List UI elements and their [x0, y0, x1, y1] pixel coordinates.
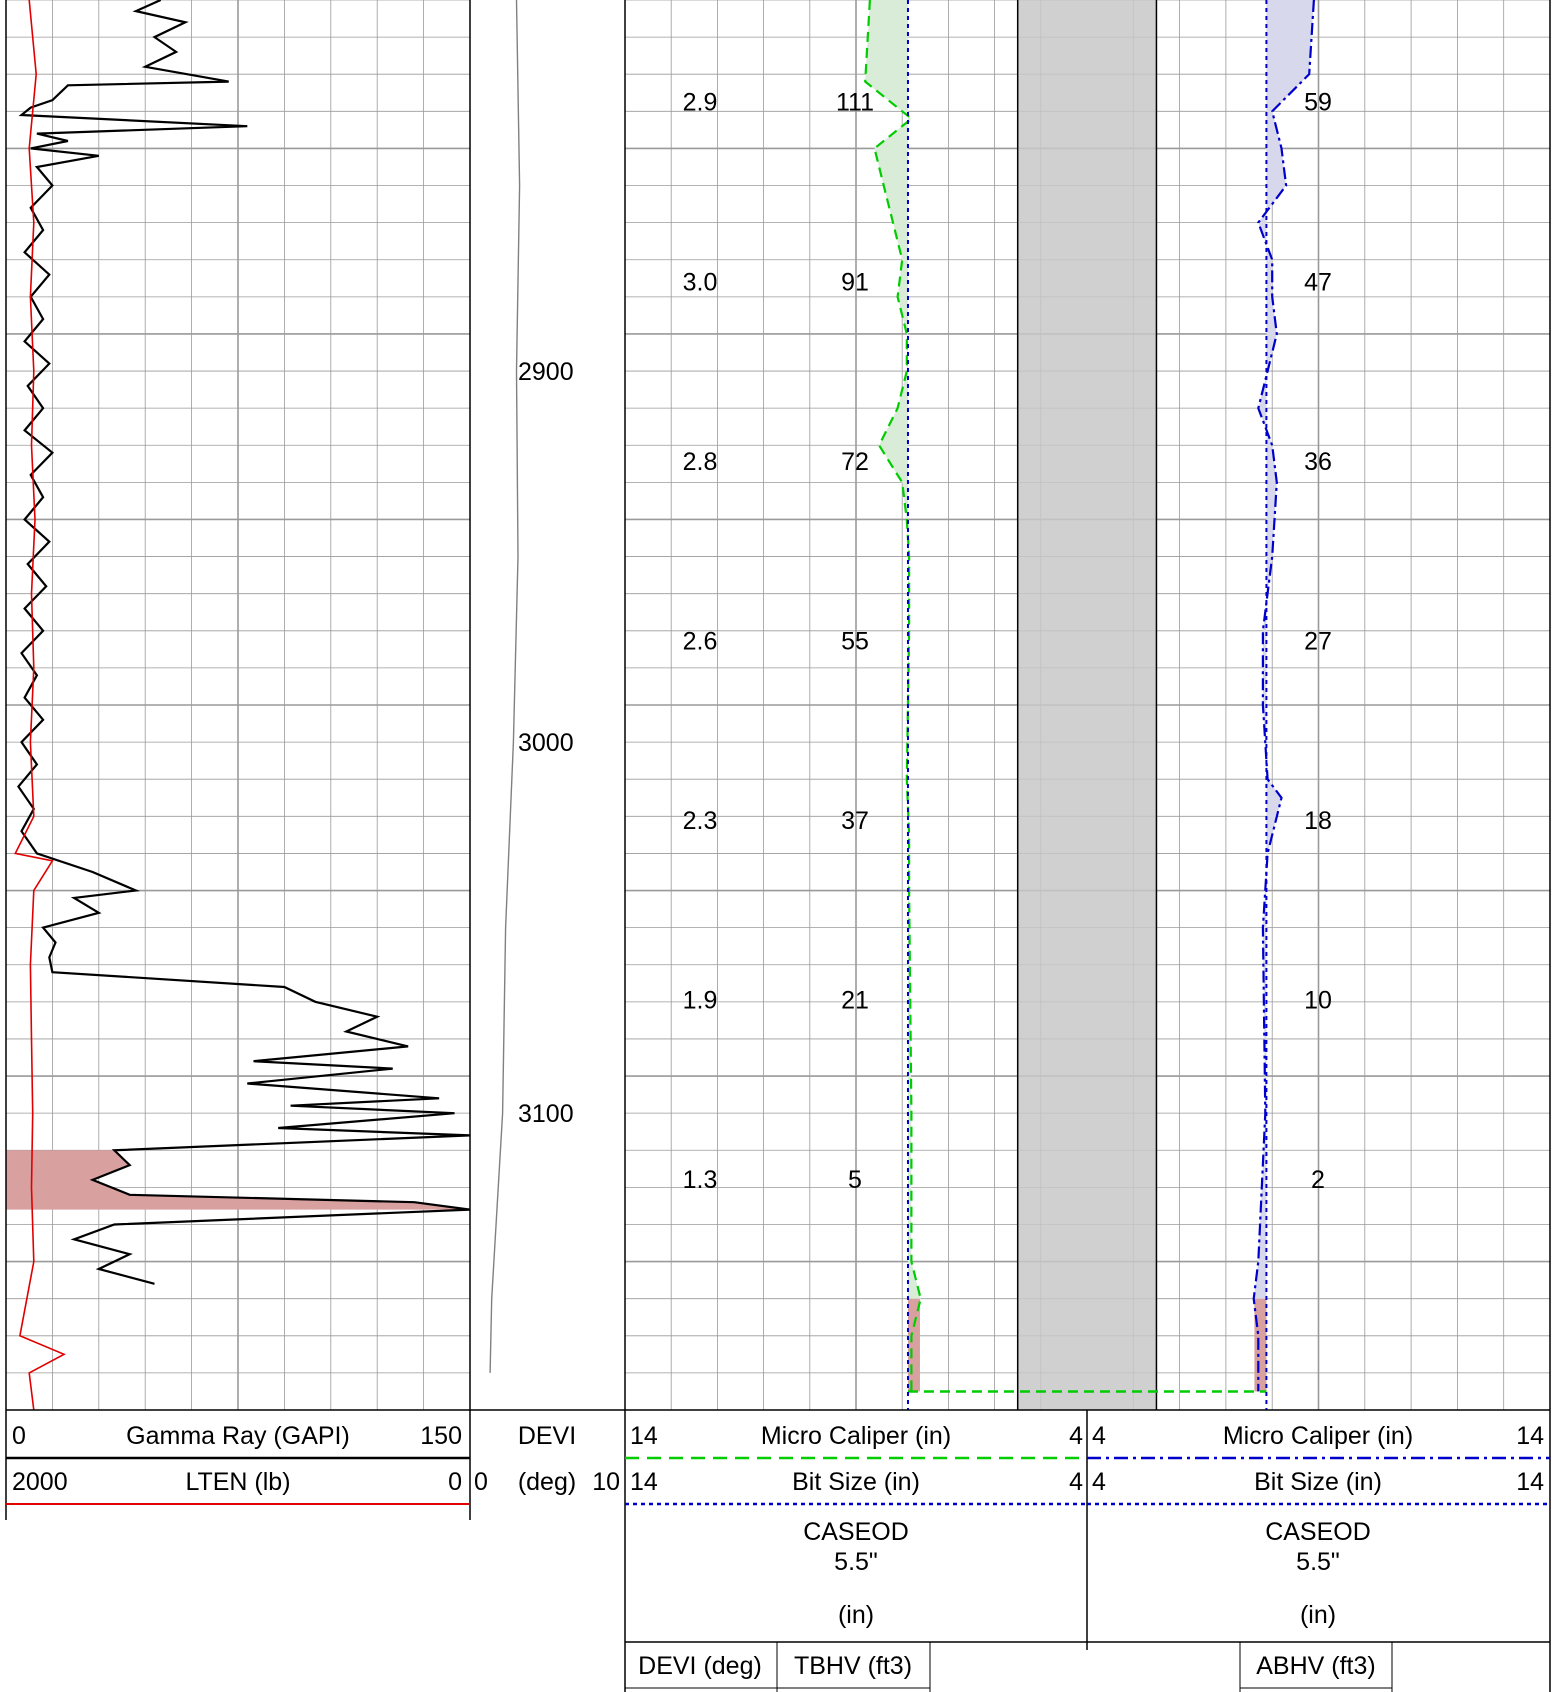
- devi-volume-label: DEVI (deg): [638, 1652, 762, 1680]
- caliper-right-scale-right: 14: [1516, 1422, 1544, 1450]
- caliper-right-scale-name: Micro Caliper (in): [1223, 1422, 1413, 1450]
- gamma-ray-curve: [17, 0, 471, 1285]
- abhv-tick-label: 27: [1304, 627, 1332, 655]
- tbhv-tick-label: 91: [841, 268, 869, 296]
- lten-curve: [14, 0, 66, 1411]
- tbhv-tick-label: 55: [841, 627, 869, 655]
- caseod-left-unit: (in): [838, 1601, 874, 1629]
- lten-scale-right: 0: [448, 1468, 462, 1496]
- lten-scale-name: LTEN (lb): [185, 1468, 290, 1496]
- devi-tick-label: 3.0: [683, 268, 718, 296]
- tbhv-tick-label: 5: [848, 1166, 862, 1194]
- devi-tick-label: 2.9: [683, 89, 718, 117]
- devi-tick-label: 2.8: [683, 448, 718, 476]
- devi-scale-name: DEVI: [518, 1422, 576, 1450]
- bit-left-scale-left: 14: [630, 1468, 658, 1496]
- bit-left-scale-right: 4: [1069, 1468, 1083, 1496]
- bit-right-scale-right: 14: [1516, 1468, 1544, 1496]
- devi-tick-label: 1.9: [683, 987, 718, 1015]
- gr-scale-left: 0: [12, 1422, 26, 1450]
- abhv-tick-label: 2: [1311, 1166, 1325, 1194]
- gamma-ray-shading: [6, 1150, 470, 1210]
- tbhv-tick-label: 37: [841, 807, 869, 835]
- track-labels: 2900 3000 3100 2.9 111 59 3.0 91 47 2.8 72 36 2.6 55 2…: [518, 89, 1332, 1195]
- track-frame: [5, 0, 1551, 1692]
- tbhv-tick-label: 111: [836, 89, 874, 117]
- devi-tick-label: 2.3: [683, 807, 718, 835]
- caseod-right-value: 5.5": [1296, 1548, 1340, 1576]
- caseod-left-name: CASEOD: [803, 1518, 909, 1546]
- hole-shading-left: [907, 1298, 920, 1392]
- tbhv-volume-label: TBHV (ft3): [794, 1652, 912, 1680]
- depth-label: 3100: [518, 1100, 574, 1128]
- micro-caliper-right-curve: [1252, 0, 1315, 1392]
- depth-label: 2900: [518, 358, 574, 386]
- caliper-right-scale-left: 4: [1092, 1422, 1106, 1450]
- abhv-tick-label: 47: [1304, 268, 1332, 296]
- caliper-right-fill: [1253, 0, 1314, 1392]
- micro-caliper-left-curve: [864, 0, 922, 1392]
- bit-left-scale-name: Bit Size (in): [792, 1468, 920, 1496]
- devi-tick-label: 2.6: [683, 627, 718, 655]
- gr-scale-right: 150: [420, 1422, 462, 1450]
- lten-scale-left: 2000: [12, 1468, 68, 1496]
- abhv-tick-label: 10: [1304, 987, 1332, 1015]
- devi-tick-label: 1.3: [683, 1166, 718, 1194]
- casing-fill: [1017, 0, 1157, 1410]
- caliper-left-scale-name: Micro Caliper (in): [761, 1422, 951, 1450]
- abhv-tick-label: 18: [1304, 807, 1332, 835]
- hole-shading-right: [1254, 1298, 1267, 1392]
- bit-right-scale-left: 4: [1092, 1468, 1106, 1496]
- abhv-tick-label: 36: [1304, 448, 1332, 476]
- caseod-right-name: CASEOD: [1265, 1518, 1371, 1546]
- curves: [14, 0, 1315, 1411]
- caliper-left-scale-right: 4: [1069, 1422, 1083, 1450]
- caliper-left-scale-left: 14: [630, 1422, 658, 1450]
- tbhv-tick-label: 21: [841, 987, 869, 1015]
- devi-scale-left: 0: [474, 1468, 488, 1496]
- abhv-tick-label: 59: [1304, 89, 1332, 117]
- depth-label: 3000: [518, 729, 574, 757]
- log-header: 0 Gamma Ray (GAPI) 150 2000 LTEN (lb) 0 DEVI 0 (…: [6, 1422, 1550, 1692]
- abhv-volume-label: ABHV (ft3): [1256, 1652, 1375, 1680]
- bit-right-scale-name: Bit Size (in): [1254, 1468, 1382, 1496]
- devi-scale-unit: (deg): [518, 1468, 576, 1496]
- caseod-right-unit: (in): [1300, 1601, 1336, 1629]
- caseod-left-value: 5.5": [834, 1548, 878, 1576]
- gr-scale-name: Gamma Ray (GAPI): [126, 1422, 350, 1450]
- tbhv-tick-label: 72: [841, 448, 869, 476]
- devi-curve: [489, 0, 521, 1373]
- devi-scale-right: 10: [592, 1468, 620, 1496]
